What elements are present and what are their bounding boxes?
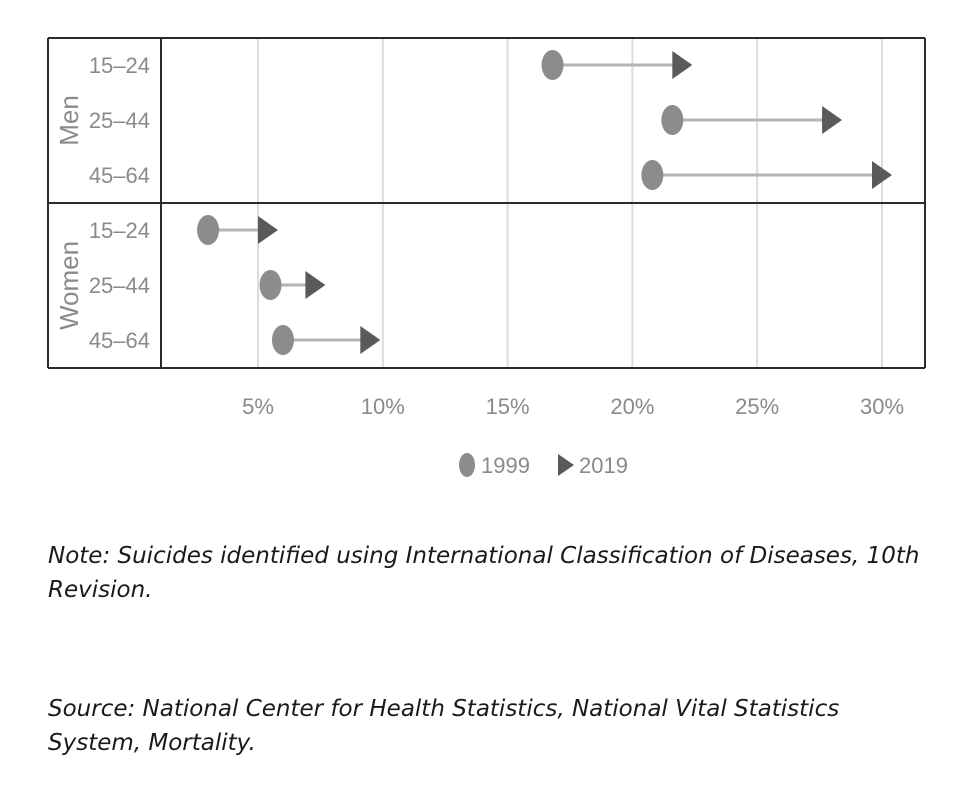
- dumbbell-chart: Men15–2425–4445–64Women15–2425–4445–645%…: [47, 37, 926, 478]
- x-tick-label: 20%: [610, 394, 654, 419]
- x-tick-label: 25%: [735, 394, 779, 419]
- marker-2019: [305, 271, 326, 299]
- marker-2019: [672, 51, 693, 79]
- group-label: Women: [54, 241, 84, 330]
- legend-label: 1999: [481, 453, 530, 478]
- marker-2019: [872, 161, 892, 189]
- legend-marker-2019: [558, 454, 574, 476]
- row-label: 45–64: [89, 163, 150, 188]
- row-label: 25–44: [89, 273, 150, 298]
- marker-1999: [197, 215, 220, 245]
- legend-label: 2019: [579, 453, 628, 478]
- marker-2019: [822, 106, 843, 134]
- row-label: 15–24: [89, 218, 150, 243]
- marker-1999: [541, 50, 564, 80]
- marker-1999: [271, 325, 294, 355]
- chart-note: Note: Suicides identified using Internat…: [48, 543, 920, 603]
- x-tick-label: 5%: [242, 394, 274, 419]
- row-label: 25–44: [89, 108, 150, 133]
- legend-marker-1999: [459, 453, 475, 477]
- x-tick-label: 15%: [486, 394, 530, 419]
- group-label: Men: [54, 95, 84, 146]
- marker-2019: [360, 326, 381, 354]
- row-label: 45–64: [89, 328, 150, 353]
- chart-source: Source: National Center for Health Stati…: [48, 696, 840, 756]
- marker-1999: [259, 270, 282, 300]
- marker-2019: [257, 216, 278, 244]
- marker-1999: [641, 160, 664, 190]
- marker-1999: [661, 105, 684, 135]
- x-tick-label: 30%: [860, 394, 904, 419]
- row-label: 15–24: [89, 53, 150, 78]
- x-tick-label: 10%: [361, 394, 405, 419]
